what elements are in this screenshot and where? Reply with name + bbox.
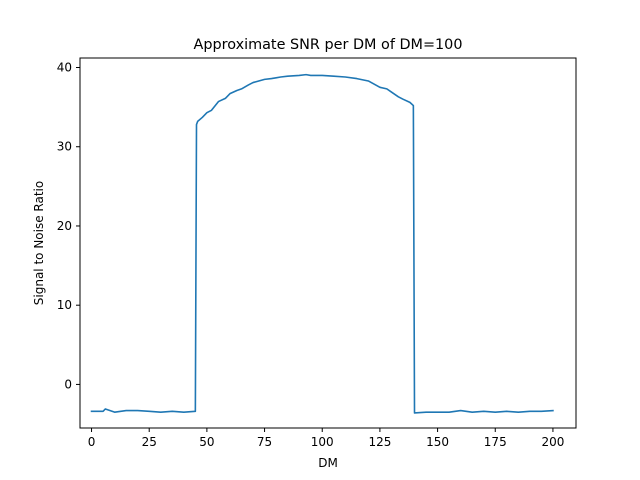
x-tick-label: 0: [88, 435, 96, 449]
x-tick-label: 25: [142, 435, 157, 449]
y-tick-label: 0: [64, 377, 72, 391]
x-tick-label: 50: [199, 435, 214, 449]
x-tick-label: 100: [311, 435, 334, 449]
y-tick-label: 20: [57, 219, 72, 233]
series-line: [90, 73, 554, 414]
x-axis-label: DM: [318, 456, 338, 470]
x-tick-label: 150: [426, 435, 449, 449]
chart-title: Approximate SNR per DM of DM=100: [194, 37, 463, 53]
x-tick-label: 175: [484, 435, 507, 449]
x-axis: 0 25 50 75 100 125 150 175 200: [88, 428, 564, 449]
y-axis: 0 10 20 30 40: [57, 61, 80, 391]
y-tick-label: 30: [57, 140, 72, 154]
x-tick-label: 200: [541, 435, 564, 449]
plot-area: [79, 57, 577, 429]
y-tick-label: 40: [57, 61, 72, 75]
x-tick-label: 125: [368, 435, 391, 449]
y-axis-label: Signal to Noise Ratio: [32, 181, 46, 305]
x-tick-label: 75: [257, 435, 272, 449]
axes-frame: [79, 57, 577, 429]
y-tick-label: 10: [57, 298, 72, 312]
